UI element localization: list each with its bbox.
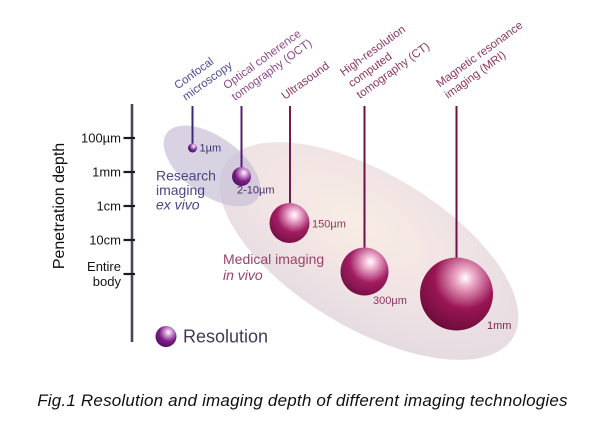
research-region-line: ex vivo: [156, 197, 200, 213]
tech-label-ct: High-resolution computed tomography (CT): [338, 24, 432, 102]
legend-sphere: [155, 326, 177, 347]
resolution-value-label: 2-10µm: [237, 185, 275, 197]
resolution-value-label: 300µm: [373, 295, 407, 307]
legend: Resolution: [155, 326, 268, 347]
resolution-sphere-ultrasound: [269, 203, 310, 243]
tech-label-mri: Magnetic resonance imaging (MRI): [434, 20, 525, 102]
tech-label-confocal: Confocal microscopy: [172, 56, 235, 104]
depth-tick-label: Entire: [87, 259, 121, 274]
depth-tick-label: 10cm: [89, 233, 121, 248]
resolution-sphere-ct: [340, 247, 389, 296]
research-region-line: Research: [156, 168, 216, 184]
research-region-label: Research imaging ex vivo: [156, 168, 216, 213]
depth-ticks: [123, 136, 135, 276]
figure-caption: Fig.1 Resolution and imaging depth of di…: [37, 391, 568, 410]
resolution-sphere-confocal: [188, 143, 197, 153]
resolution-value-label: 1µm: [200, 143, 222, 155]
research-region-line: imaging: [156, 182, 205, 198]
depth-tick-label: 1cm: [96, 199, 121, 214]
resolution-value-label: 150µm: [312, 219, 346, 231]
medical-region-line: in vivo: [223, 267, 263, 283]
depth-tick-label: 100µm: [81, 131, 121, 146]
depth-tick-labels: 100µm 1mm 1cm 10cm Entire body: [81, 131, 122, 290]
penetration-depth-axis-title: Penetration depth: [51, 143, 68, 269]
depth-tick-label: 1mm: [92, 165, 121, 180]
research-region-ellipse: [163, 125, 261, 207]
depth-tick-label: body: [93, 274, 122, 289]
medical-region-label: Medical imaging in vivo: [223, 251, 324, 283]
imaging-depth-chart: 100µm 1mm 1cm 10cm Entire body Penetrati…: [51, 20, 532, 360]
medical-region-line: Medical imaging: [223, 251, 324, 267]
resolution-sphere-oct: [232, 167, 251, 186]
legend-label: Resolution: [183, 327, 268, 347]
resolution-value-label: 1mm: [487, 320, 511, 332]
resolution-sphere-mri: [420, 257, 493, 331]
